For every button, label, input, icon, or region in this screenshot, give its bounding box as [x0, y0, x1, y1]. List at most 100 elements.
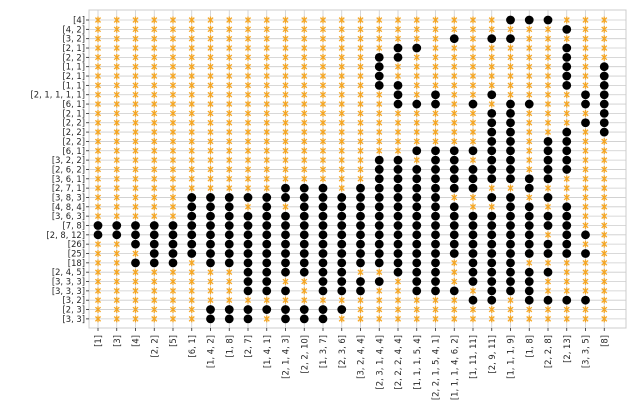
- star-stroke: [376, 119, 383, 126]
- empty-cell-star: [432, 44, 439, 52]
- empty-cell-star: [563, 110, 570, 117]
- star-stroke: [432, 138, 439, 145]
- star-stroke: [188, 175, 195, 182]
- filled-cell-dot: [356, 230, 365, 240]
- star-stroke: [113, 316, 120, 322]
- filled-cell-dot: [243, 249, 253, 258]
- empty-cell-star: [601, 231, 608, 239]
- empty-cell-star: [469, 72, 477, 80]
- filled-cell-dot: [93, 221, 103, 230]
- filled-cell-dot: [506, 277, 515, 286]
- star-stroke: [563, 91, 570, 98]
- empty-cell-star: [226, 91, 233, 99]
- filled-cell-dot: [187, 193, 197, 202]
- empty-cell-star: [432, 315, 439, 323]
- star-stroke: [282, 129, 289, 135]
- filled-cell-dot: [262, 221, 272, 230]
- star-stroke: [169, 26, 177, 33]
- filled-cell-dot: [299, 202, 309, 212]
- empty-cell-star: [488, 72, 495, 80]
- star-stroke: [413, 82, 420, 89]
- x-tick-label: [1, 1, 1, 4, 6, 2]: [449, 335, 459, 400]
- empty-cell-star: [263, 156, 270, 164]
- star-stroke: [113, 203, 120, 210]
- empty-cell-star: [151, 63, 158, 71]
- star-stroke: [244, 45, 252, 51]
- star-stroke: [169, 147, 177, 154]
- y-tick-label: [1, 1]: [62, 62, 85, 72]
- star-stroke: [432, 82, 439, 89]
- empty-cell-star: [376, 147, 383, 155]
- empty-cell-star: [376, 35, 383, 43]
- star-stroke: [601, 306, 608, 313]
- empty-cell-star: [601, 259, 608, 267]
- filled-cell-dot: [487, 109, 497, 118]
- filled-cell-dot: [431, 99, 440, 109]
- star-stroke: [188, 269, 195, 276]
- filled-cell-dot: [506, 211, 515, 221]
- star-stroke: [188, 17, 195, 23]
- star-stroke: [469, 203, 477, 210]
- star-stroke: [413, 35, 420, 42]
- filled-cell-dot: [431, 202, 440, 212]
- star-stroke: [601, 222, 608, 229]
- filled-cell-dot: [524, 286, 534, 296]
- y-tick-label: [6, 1]: [62, 146, 85, 156]
- star-stroke: [151, 82, 158, 89]
- filled-cell-dot: [299, 267, 309, 277]
- filled-cell-dot: [374, 71, 384, 81]
- filled-cell-dot: [449, 221, 459, 230]
- empty-cell-star: [582, 278, 589, 285]
- star-stroke: [376, 138, 383, 145]
- empty-cell-star: [582, 156, 589, 164]
- empty-cell-star: [94, 268, 102, 276]
- star-stroke: [582, 175, 589, 182]
- empty-cell-star: [169, 53, 177, 61]
- filled-cell-dot: [393, 43, 403, 53]
- star-stroke: [207, 147, 214, 154]
- empty-cell-star: [188, 119, 195, 127]
- empty-cell-star: [469, 119, 477, 127]
- filled-cell-dot: [356, 221, 365, 230]
- star-stroke: [282, 203, 289, 210]
- empty-cell-star: [488, 63, 495, 71]
- star-stroke: [544, 45, 552, 51]
- star-stroke: [488, 26, 495, 33]
- empty-cell-star: [226, 268, 233, 276]
- star-stroke: [488, 101, 495, 107]
- empty-cell-star: [582, 268, 589, 276]
- empty-cell-star: [601, 250, 608, 257]
- filled-cell-dot: [243, 267, 253, 277]
- empty-cell-star: [113, 194, 120, 201]
- empty-cell-star: [563, 16, 570, 24]
- star-stroke: [338, 166, 345, 173]
- empty-cell-star: [169, 194, 177, 201]
- star-stroke: [451, 26, 458, 33]
- star-stroke: [244, 175, 252, 182]
- star-stroke: [432, 26, 439, 33]
- empty-cell-star: [394, 315, 402, 323]
- star-stroke: [432, 110, 439, 117]
- filled-cell-dot: [224, 314, 234, 324]
- star-stroke: [188, 119, 195, 126]
- empty-cell-star: [319, 138, 327, 145]
- star-stroke: [301, 82, 308, 89]
- star-stroke: [113, 54, 120, 61]
- empty-cell-star: [113, 156, 120, 164]
- empty-cell-star: [188, 91, 195, 99]
- empty-cell-star: [376, 91, 383, 99]
- filled-cell-dot: [206, 314, 215, 324]
- empty-cell-star: [282, 91, 289, 99]
- empty-cell-star: [94, 128, 102, 136]
- filled-cell-dot: [599, 90, 609, 100]
- filled-cell-dot: [168, 230, 178, 240]
- empty-cell-star: [226, 138, 233, 145]
- star-stroke: [582, 17, 589, 23]
- star-stroke: [132, 45, 139, 51]
- star-stroke: [301, 17, 308, 23]
- empty-cell-star: [601, 315, 608, 323]
- empty-cell-star: [169, 119, 177, 127]
- filled-cell-dot: [524, 183, 534, 193]
- star-stroke: [526, 306, 533, 313]
- empty-cell-star: [207, 91, 214, 99]
